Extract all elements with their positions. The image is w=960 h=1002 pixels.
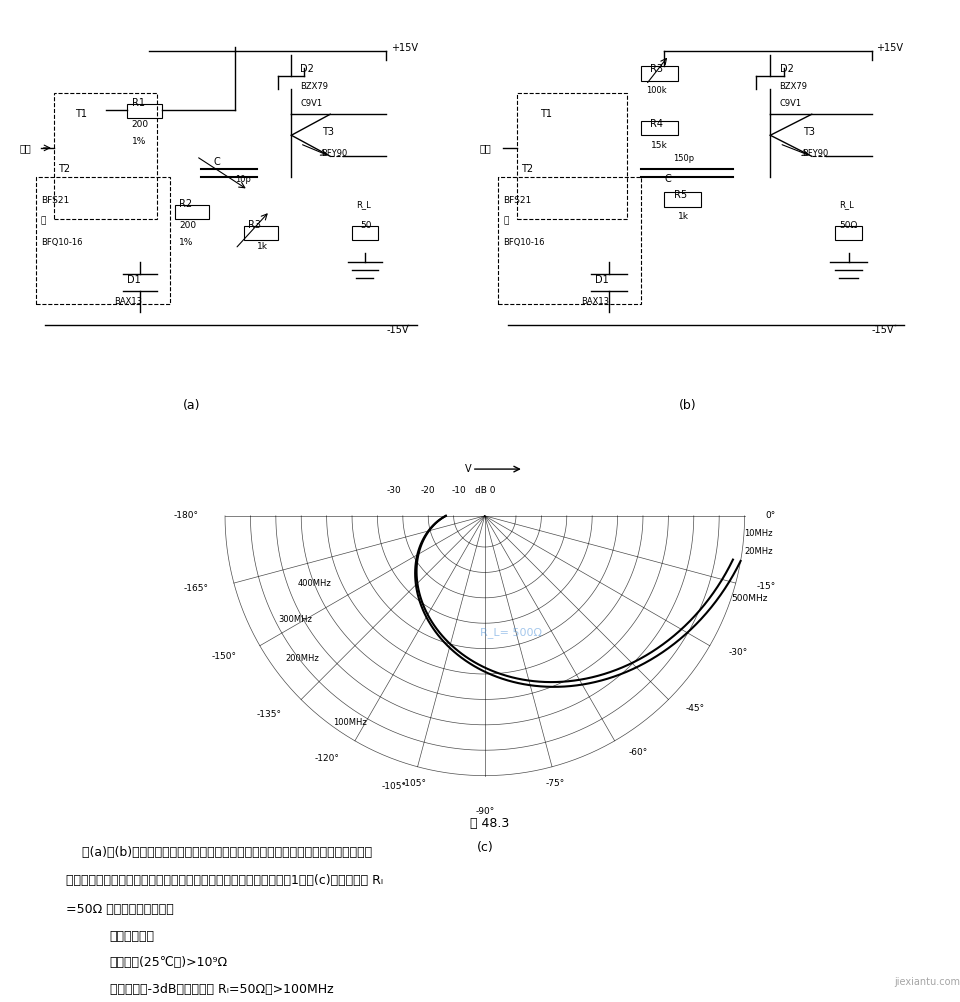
Text: R_L: R_L xyxy=(839,199,854,208)
Text: -30°: -30° xyxy=(729,647,748,656)
Text: BZX79: BZX79 xyxy=(300,82,328,91)
Text: 输入: 输入 xyxy=(19,143,31,153)
Text: C: C xyxy=(664,173,671,183)
Text: 200MHz: 200MHz xyxy=(285,654,319,663)
Text: 200: 200 xyxy=(180,220,196,229)
Text: 图 48.3: 图 48.3 xyxy=(470,818,509,831)
Bar xyxy=(835,225,862,240)
Text: 1k: 1k xyxy=(257,241,268,250)
Text: 器等的测试头电路。其输入和输出具有同样的电位，电压放大系数为1。图(c)为负载电阻 Rₗ: 器等的测试头电路。其输入和输出具有同样的电位，电压放大系数为1。图(c)为负载电… xyxy=(65,875,383,888)
Text: 400MHz: 400MHz xyxy=(298,579,331,588)
Text: R4: R4 xyxy=(651,119,663,129)
Text: C9V1: C9V1 xyxy=(300,99,323,108)
Text: V: V xyxy=(466,464,471,474)
Text: 主要技术指标: 主要技术指标 xyxy=(109,930,155,943)
Text: BAX13: BAX13 xyxy=(582,297,610,306)
Text: 200: 200 xyxy=(132,120,149,129)
Text: jiexiantu.com: jiexiantu.com xyxy=(894,977,960,987)
Text: 输入: 输入 xyxy=(480,143,492,153)
Text: BFS21: BFS21 xyxy=(503,195,531,204)
Text: D2: D2 xyxy=(780,64,793,74)
Bar xyxy=(664,192,701,206)
Text: 1k: 1k xyxy=(678,212,689,221)
Bar xyxy=(244,225,278,240)
Text: -20: -20 xyxy=(420,486,435,495)
Text: BZX79: BZX79 xyxy=(780,82,807,91)
Text: R_L: R_L xyxy=(356,199,371,208)
Text: 500MHz: 500MHz xyxy=(732,594,768,603)
Text: 或: 或 xyxy=(40,216,46,225)
Text: 300MHz: 300MHz xyxy=(277,614,312,623)
Text: -90°: -90° xyxy=(475,807,494,816)
Text: C: C xyxy=(214,156,221,166)
Text: -135°: -135° xyxy=(256,709,281,718)
Text: T3: T3 xyxy=(803,127,814,137)
Bar xyxy=(641,120,678,135)
Text: BFQ10-16: BFQ10-16 xyxy=(503,237,544,246)
Text: T3: T3 xyxy=(322,127,334,137)
Text: -15°: -15° xyxy=(756,582,776,591)
Text: -105°: -105° xyxy=(382,783,407,792)
Text: -45°: -45° xyxy=(685,704,705,713)
Text: 输入电阻(25℃时)>10⁹Ω: 输入电阻(25℃时)>10⁹Ω xyxy=(109,956,228,969)
Text: T1: T1 xyxy=(540,109,552,119)
Text: -180°: -180° xyxy=(174,511,199,520)
Text: 10MHz: 10MHz xyxy=(745,529,773,538)
Text: 1%: 1% xyxy=(132,136,146,145)
Text: 宽带频率（-3dB，负载电阻 Rₗ=50Ω）>100MHz: 宽带频率（-3dB，负载电阻 Rₗ=50Ω）>100MHz xyxy=(109,983,333,996)
Text: T2: T2 xyxy=(59,164,70,174)
Text: R3: R3 xyxy=(651,64,663,74)
Text: BFY90: BFY90 xyxy=(803,149,828,158)
Text: (c): (c) xyxy=(476,841,493,854)
Bar xyxy=(641,66,678,80)
Text: R2: R2 xyxy=(180,198,192,208)
Text: BFY90: BFY90 xyxy=(322,149,348,158)
Text: 20MHz: 20MHz xyxy=(745,547,773,556)
Text: 150p: 150p xyxy=(674,153,695,162)
Text: -75°: -75° xyxy=(546,780,565,789)
Text: (a): (a) xyxy=(183,399,201,412)
Text: C9V1: C9V1 xyxy=(780,99,802,108)
Text: 图(a)和(b)电路具有极高的输入电阻和很低的输出电阻，可作为宽带放大器用于示波: 图(a)和(b)电路具有极高的输入电阻和很低的输出电阻，可作为宽带放大器用于示波 xyxy=(65,846,372,859)
Text: -10: -10 xyxy=(451,486,467,495)
Text: =50Ω 时的幅相特性曲线。: =50Ω 时的幅相特性曲线。 xyxy=(65,903,174,916)
Text: -105°: -105° xyxy=(401,780,426,789)
Text: -30: -30 xyxy=(387,486,401,495)
Text: +15V: +15V xyxy=(876,43,903,53)
Text: -60°: -60° xyxy=(629,747,648,757)
Text: -120°: -120° xyxy=(315,755,339,764)
Text: BFQ10-16: BFQ10-16 xyxy=(40,237,83,246)
Text: D1: D1 xyxy=(595,275,609,285)
Text: 15k: 15k xyxy=(651,141,667,150)
Text: +15V: +15V xyxy=(391,43,418,53)
Text: 或: 或 xyxy=(503,216,509,225)
Text: (b): (b) xyxy=(679,399,696,412)
Text: 50: 50 xyxy=(361,220,372,229)
Text: 10p: 10p xyxy=(235,174,252,183)
Text: 100k: 100k xyxy=(646,86,666,95)
Text: T2: T2 xyxy=(521,164,534,174)
Text: R1: R1 xyxy=(132,98,145,108)
Text: BAX13: BAX13 xyxy=(114,297,142,306)
Text: 100MHz: 100MHz xyxy=(333,717,368,726)
Text: dB 0: dB 0 xyxy=(474,486,495,495)
Text: -150°: -150° xyxy=(211,651,236,660)
Text: BFS21: BFS21 xyxy=(40,195,69,204)
Bar xyxy=(352,225,378,240)
Text: -15V: -15V xyxy=(387,325,409,335)
Bar xyxy=(128,104,162,118)
Text: 0°: 0° xyxy=(765,511,776,520)
Text: -15V: -15V xyxy=(872,325,894,335)
Text: R3: R3 xyxy=(248,219,261,229)
Text: R_L= 500Ω: R_L= 500Ω xyxy=(480,627,541,638)
Text: R5: R5 xyxy=(674,190,686,200)
Text: D2: D2 xyxy=(300,64,314,74)
Text: T1: T1 xyxy=(76,109,87,119)
Bar xyxy=(175,204,209,219)
Text: D1: D1 xyxy=(128,275,141,285)
Text: -165°: -165° xyxy=(183,584,208,593)
Text: 1%: 1% xyxy=(180,237,193,246)
Text: 50Ω: 50Ω xyxy=(839,220,857,229)
